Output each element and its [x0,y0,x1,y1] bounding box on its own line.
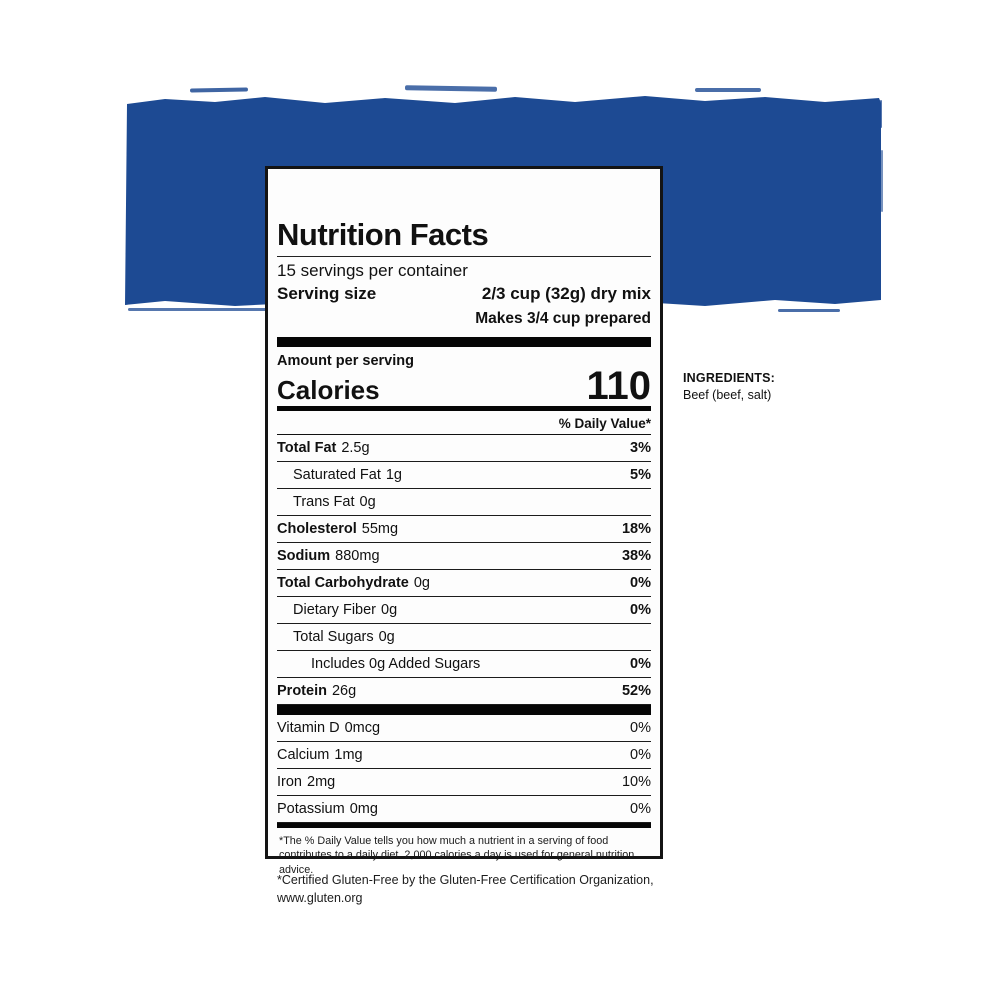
nutrient-row: Includes 0g Added Sugars 0% [277,651,651,678]
ingredients-block: INGREDIENTS: Beef (beef, salt) [683,370,913,404]
nutrient-row: Total Carbohydrate 0g 0% [277,570,651,597]
brush-stroke [189,87,249,93]
nutrient-row: Potassium 0mg 0% [277,796,651,823]
nutrient-row: Total Sugars 0g [277,624,651,651]
daily-value-header: % Daily Value* [277,411,651,435]
brush-stroke [128,308,308,311]
divider-thick [277,705,651,715]
nutrition-facts-label: Nutrition Facts 15 servings per containe… [265,166,663,876]
brush-stroke [778,309,840,312]
serving-size-value: 2/3 cup (32g) dry mix [481,284,651,303]
calories-row: Calories 110 [277,364,651,408]
label-title: Nutrition Facts [277,219,651,257]
nutrient-row: Vitamin D 0mcg 0% [277,715,651,742]
divider-medium [277,823,651,828]
certification-line: www.gluten.org [277,890,363,905]
nutrient-row: Sodium 880mg 38% [277,543,651,570]
serving-note: Makes 3/4 cup prepared [475,310,651,327]
nutrient-row: Saturated Fat 1g 5% [277,462,651,489]
divider-thick [277,337,651,347]
brush-stroke [881,150,883,212]
amount-per-serving: Amount per serving [277,353,414,369]
brush-stroke [695,88,761,92]
nutrient-table: Total Fat 2.5g 3% Saturated Fat 1g 5% Tran… [277,435,651,705]
certification-line: *Certified Gluten-Free by the Gluten-Fre… [277,873,654,887]
nutrient-row: Total Fat 2.5g 3% [277,435,651,462]
calories-value: 110 [586,364,651,408]
daily-value-footnote: *The % Daily Value tells you how much a … [279,835,635,876]
ingredients-text: Beef (beef, salt) [683,387,772,402]
brush-stroke [880,100,882,128]
calories-label: Calories [277,375,380,405]
serving-size-label: Serving size [277,284,377,303]
serving-size-row: Serving size 2/3 cup (32g) dry mix [277,282,651,306]
gluten-free-certification: *Certified Gluten-Free by the Gluten-Fre… [277,872,707,907]
nutrient-row: Calcium 1mg 0% [277,742,651,769]
nutrient-row: Iron 2mg 10% [277,769,651,796]
brush-stroke [404,85,498,92]
vitamin-table: Vitamin D 0mcg 0% Calcium 1mg 0% Iron 2mg 1… [277,715,651,823]
nutrient-row: Trans Fat 0g [277,489,651,516]
servings-per-container: 15 servings per container [277,261,468,280]
ingredients-heading: INGREDIENTS: [683,371,775,385]
nutrient-row: Protein 26g 52% [277,678,651,705]
nutrient-row: Dietary Fiber 0g 0% [277,597,651,624]
nutrient-row: Cholesterol 55mg 18% [277,516,651,543]
divider-medium [277,406,651,411]
